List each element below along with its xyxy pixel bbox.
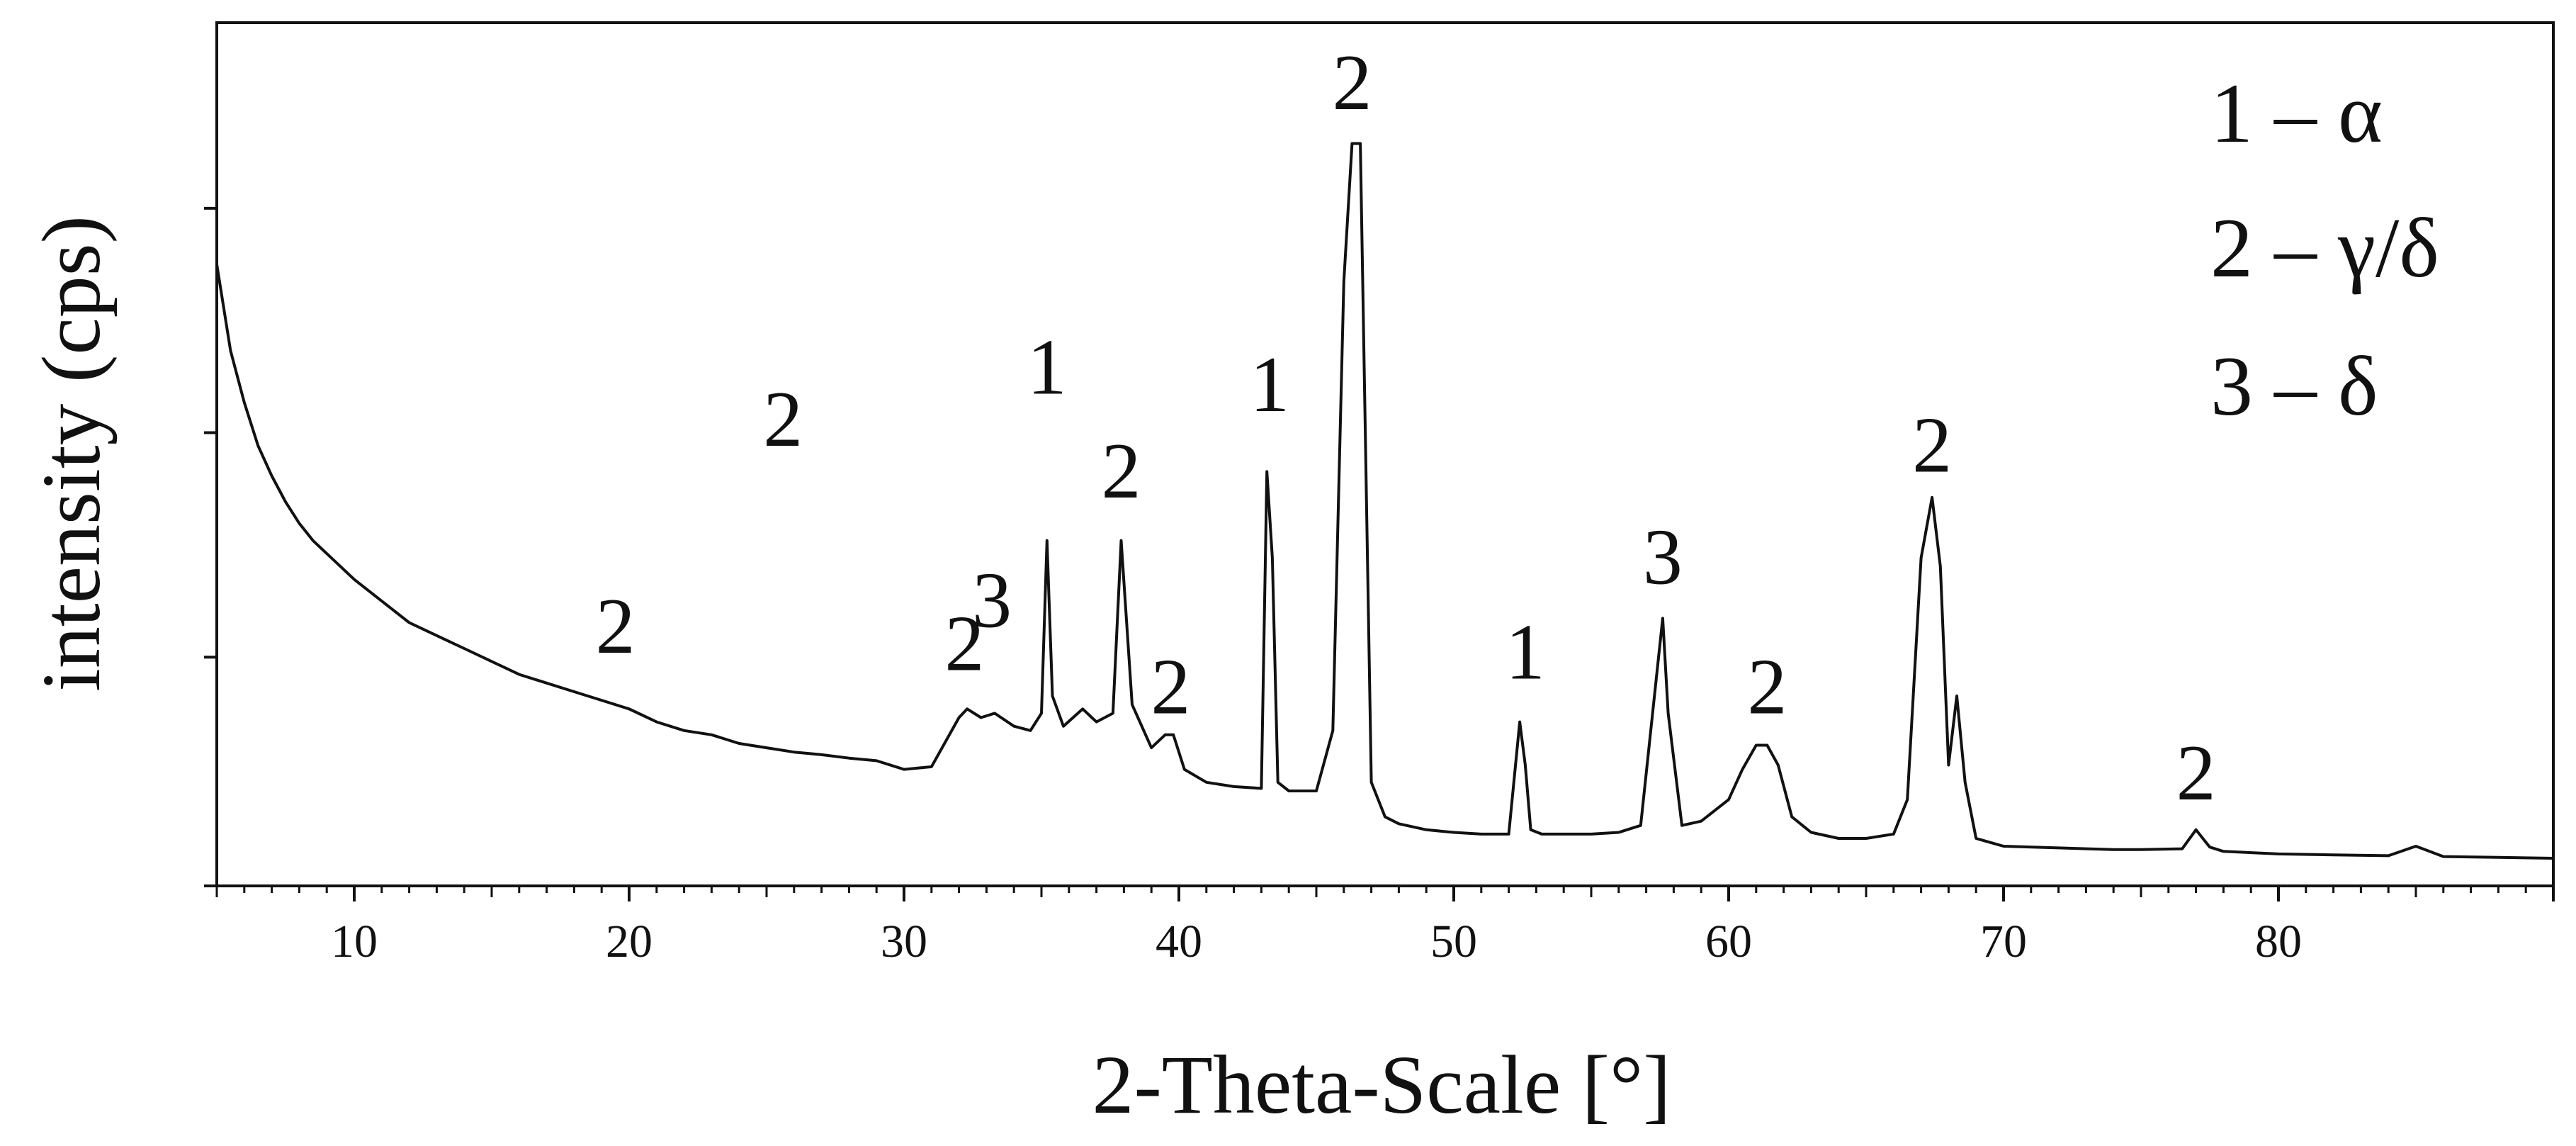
peak-label-5: 2 [1102,427,1141,515]
legend-entry-2: 2 – γ/δ [2210,201,2439,295]
peak-label-8: 2 [1332,39,1372,127]
legend: 1 – α 2 – γ/δ 3 – δ [2210,66,2439,433]
x-tick-label-60: 60 [1705,916,1752,967]
legend-entry-1: 1 – α [2210,66,2383,160]
x-axis-ticks [215,886,2555,901]
peak-label-1: 2 [763,376,803,464]
x-tick-label-80: 80 [2255,916,2302,967]
plot-frame [215,21,2555,887]
legend-entry-3: 3 – δ [2210,339,2378,433]
peak-label-11: 2 [1747,643,1787,731]
peak-label-0: 2 [596,583,635,670]
peak-label-12: 2 [1912,401,1952,489]
x-tick-label-50: 50 [1430,916,1477,967]
diffraction-pattern-line [215,142,2554,860]
x-tick-label-40: 40 [1156,916,1202,967]
peak-label-9: 1 [1506,609,1545,697]
peak-label-3: 3 [972,557,1012,645]
x-tick-label-20: 20 [606,916,653,967]
x-axis-tick-labels: 10 20 30 40 50 60 70 80 [331,916,2302,967]
y-axis-ticks [204,206,217,887]
peak-label-10: 3 [1643,514,1683,602]
peak-label-13: 2 [2176,729,2216,817]
peak-label-2: 2 [944,600,984,688]
x-axis-title: 2-Theta-Scale [°] [1092,1038,1671,1131]
x-tick-label-30: 30 [881,916,927,967]
peak-label-6: 2 [1151,643,1190,731]
x-tick-label-10: 10 [331,916,378,967]
y-axis-title: intensity (cps) [25,215,118,692]
peak-label-4: 1 [1027,324,1067,412]
peak-label-7: 1 [1250,341,1289,429]
x-tick-label-70: 70 [1980,916,2027,967]
